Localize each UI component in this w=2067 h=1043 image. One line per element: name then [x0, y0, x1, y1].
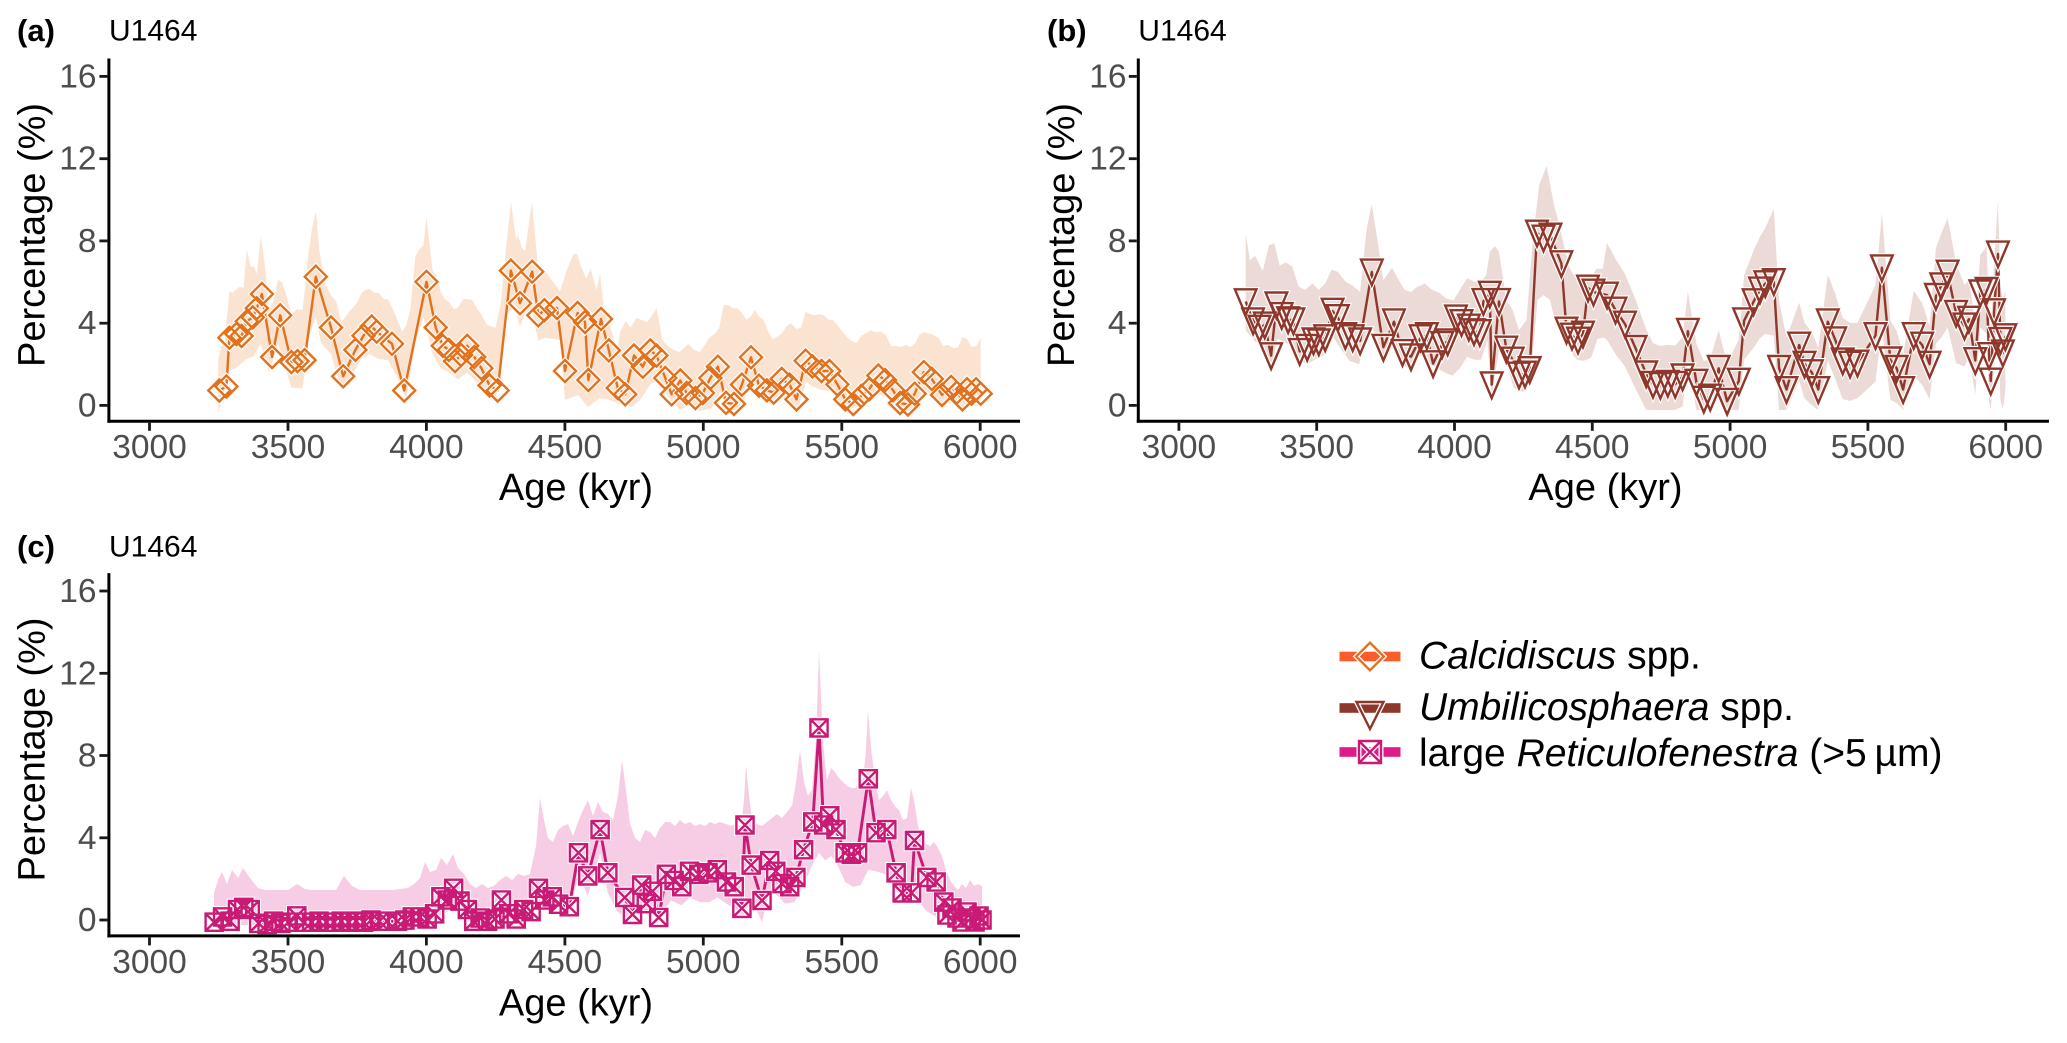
- svg-text:6000: 6000: [943, 429, 1018, 466]
- svg-text:4000: 4000: [1417, 429, 1492, 466]
- svg-text:4: 4: [1108, 305, 1127, 342]
- svg-text:large Reticulofenestra (>5 µm): large Reticulofenestra (>5 µm): [1419, 732, 1942, 775]
- svg-text:12: 12: [59, 655, 96, 692]
- svg-text:Age (kyr): Age (kyr): [499, 982, 653, 1024]
- svg-text:5000: 5000: [1693, 429, 1768, 466]
- svg-text:8: 8: [78, 738, 97, 775]
- svg-text:6000: 6000: [943, 944, 1018, 981]
- svg-text:4: 4: [78, 305, 97, 342]
- svg-text:(b): (b): [1047, 13, 1087, 48]
- svg-text:4000: 4000: [389, 944, 464, 981]
- svg-text:U1464: U1464: [1138, 14, 1226, 47]
- svg-text:0: 0: [78, 387, 97, 424]
- svg-text:U1464: U1464: [109, 531, 197, 564]
- svg-text:8: 8: [1108, 223, 1127, 260]
- svg-text:3000: 3000: [1142, 429, 1217, 466]
- svg-text:4: 4: [78, 820, 97, 857]
- svg-text:5000: 5000: [666, 944, 741, 981]
- svg-text:4000: 4000: [389, 429, 464, 466]
- svg-text:3500: 3500: [251, 944, 326, 981]
- svg-text:0: 0: [1108, 387, 1127, 424]
- svg-text:0: 0: [78, 902, 97, 939]
- svg-text:5500: 5500: [805, 944, 880, 981]
- svg-text:Age (kyr): Age (kyr): [499, 467, 653, 509]
- svg-text:16: 16: [59, 58, 96, 95]
- svg-text:3000: 3000: [112, 944, 187, 981]
- svg-text:Percentage (%): Percentage (%): [12, 103, 54, 367]
- svg-text:3500: 3500: [251, 429, 326, 466]
- svg-text:Percentage (%): Percentage (%): [1041, 103, 1083, 367]
- svg-text:Umbilicosphaera spp.: Umbilicosphaera spp.: [1419, 686, 1794, 729]
- svg-text:(c): (c): [17, 529, 55, 564]
- svg-text:5500: 5500: [1831, 429, 1906, 466]
- svg-text:Calcidiscus spp.: Calcidiscus spp.: [1419, 634, 1701, 677]
- svg-text:Age (kyr): Age (kyr): [1528, 467, 1682, 509]
- svg-text:16: 16: [1089, 58, 1126, 95]
- svg-text:6000: 6000: [1968, 429, 2043, 466]
- svg-text:Percentage (%): Percentage (%): [12, 617, 54, 881]
- svg-text:5000: 5000: [666, 429, 741, 466]
- svg-text:(a): (a): [17, 13, 55, 48]
- svg-text:4500: 4500: [1555, 429, 1630, 466]
- svg-text:5500: 5500: [805, 429, 880, 466]
- svg-text:12: 12: [59, 141, 96, 178]
- svg-text:16: 16: [59, 573, 96, 610]
- svg-text:4500: 4500: [528, 944, 603, 981]
- svg-text:3500: 3500: [1279, 429, 1354, 466]
- svg-text:8: 8: [78, 223, 97, 260]
- svg-text:12: 12: [1089, 141, 1126, 178]
- svg-text:U1464: U1464: [109, 14, 197, 47]
- svg-text:4500: 4500: [528, 429, 603, 466]
- svg-text:3000: 3000: [112, 429, 187, 466]
